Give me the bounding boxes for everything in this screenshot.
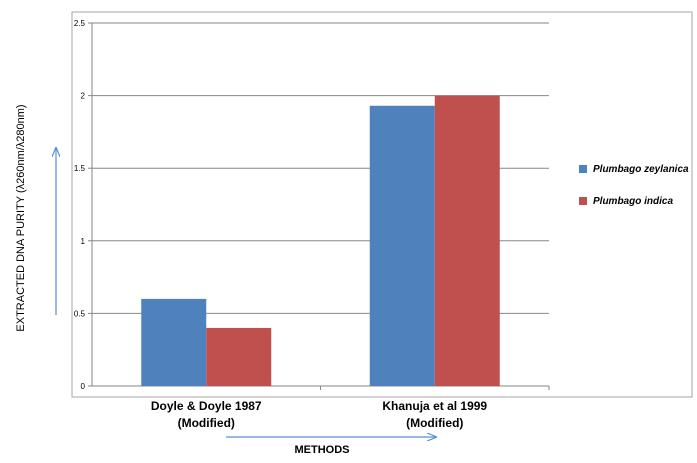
y-ticks: 0 0.5 1 1.5 2 2.5 — [74, 19, 92, 391]
x-tick-label: Khanuja et al 1999 — [382, 399, 487, 413]
bar-indica-1 — [206, 327, 272, 386]
bar-indica-2 — [434, 95, 500, 386]
y-tick-label: 2.5 — [74, 19, 86, 28]
legend-label: Plumbago indica — [593, 196, 673, 207]
legend-swatch — [579, 165, 587, 173]
legend-swatch — [579, 197, 587, 205]
y-tick-label: 2 — [81, 92, 86, 101]
y-tick-label: 1 — [81, 237, 86, 246]
y-axis-label: EXTRACTED DNA PURITY (λ260nm/λ280nm) — [15, 104, 27, 331]
bar-zeylanica-2 — [369, 105, 435, 386]
x-axis-label: METHODS — [295, 444, 350, 456]
bars — [141, 95, 500, 386]
legend-label: Plumbago zeylanica — [593, 164, 689, 175]
x-tick-labels: Doyle & Doyle 1987 (Modified) Khanuja et a… — [151, 386, 550, 430]
y-tick-label: 1.5 — [74, 164, 86, 173]
x-tick-label: (Modified) — [406, 416, 463, 430]
legend: Plumbago zeylanica Plumbago indica — [579, 164, 689, 207]
x-tick-label: (Modified) — [178, 416, 235, 430]
y-tick-label: 0.5 — [74, 309, 86, 318]
x-tick-label: Doyle & Doyle 1987 — [151, 399, 262, 413]
bar-zeylanica-1 — [141, 298, 207, 386]
y-tick-label: 0 — [81, 382, 86, 391]
